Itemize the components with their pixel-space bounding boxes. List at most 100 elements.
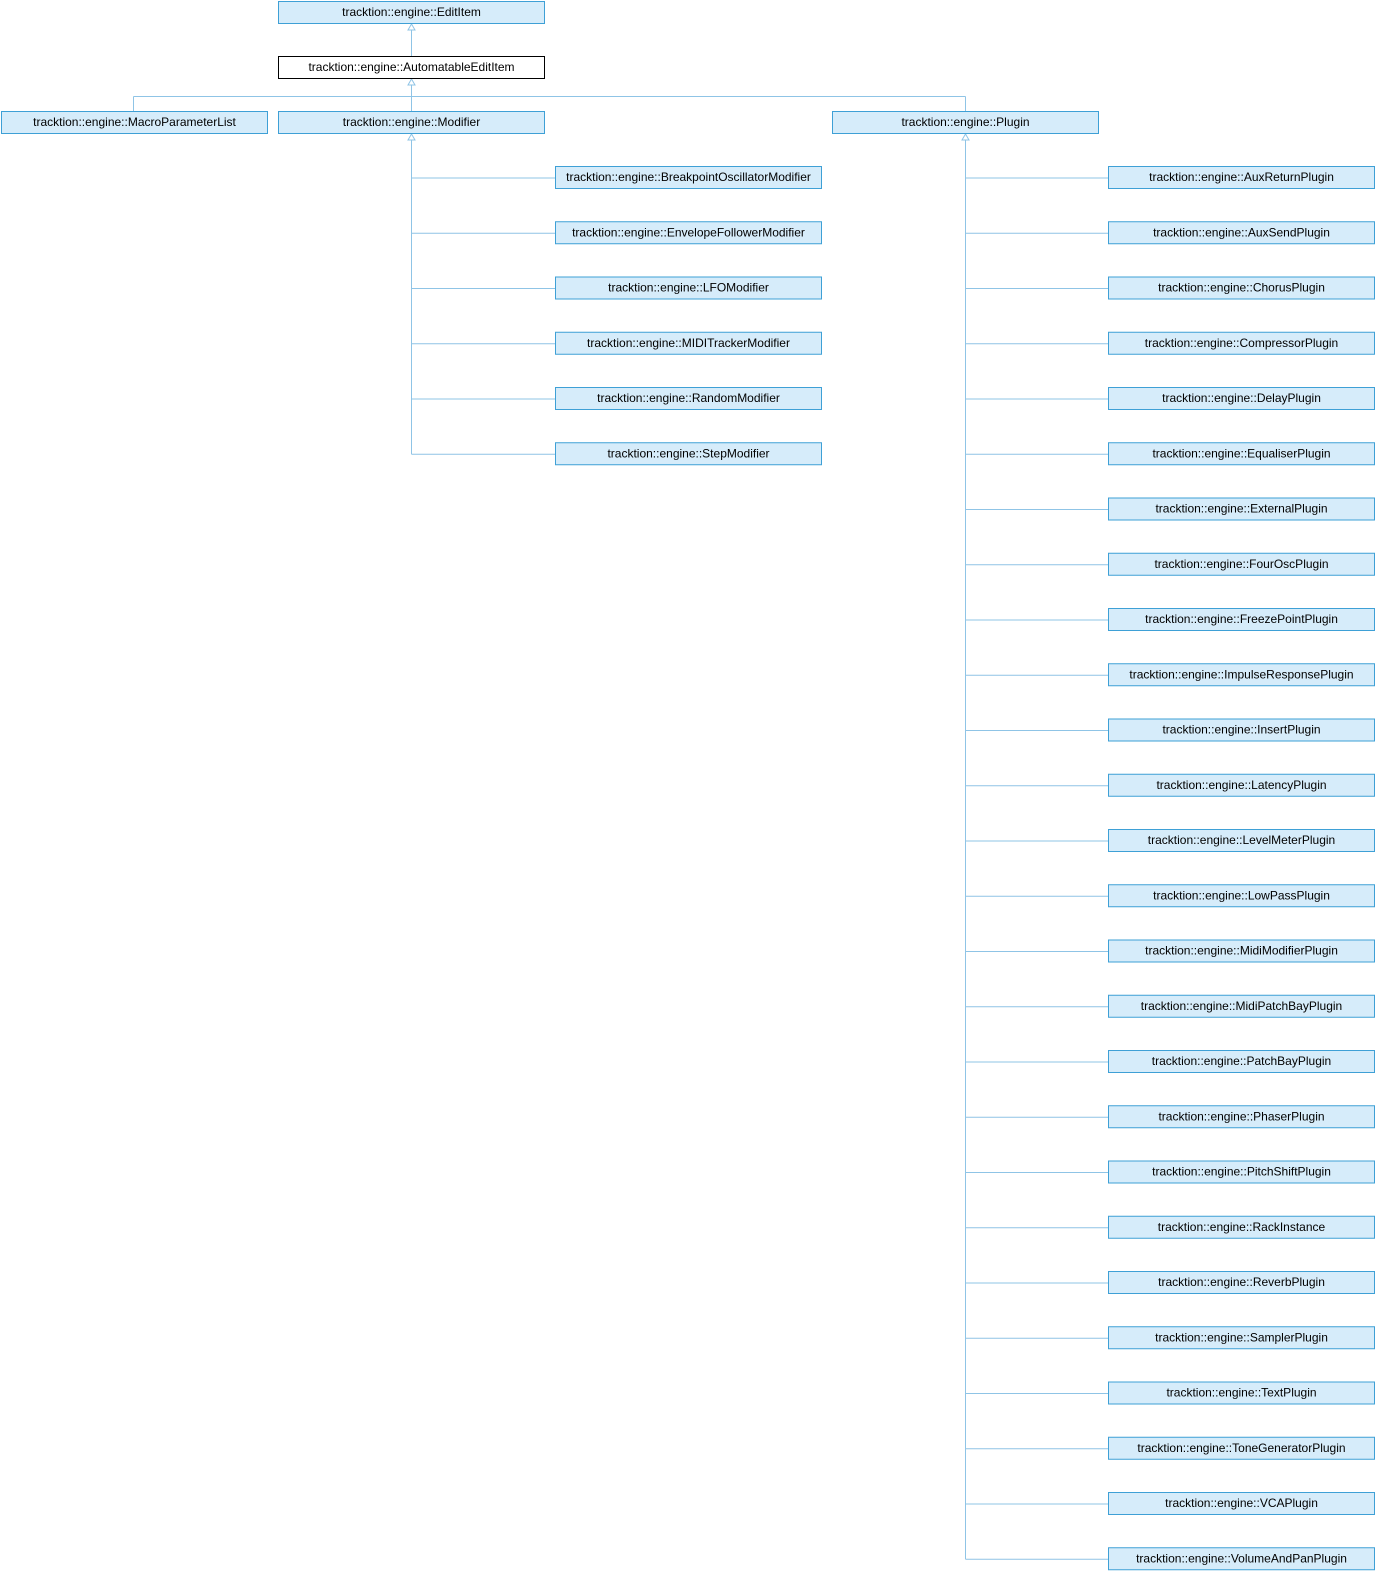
class-node-box xyxy=(1108,1215,1375,1239)
class-node-insert-plugin[interactable]: tracktion::engine::InsertPlugin xyxy=(1108,718,1375,742)
class-node-label: tracktion::engine::Plugin xyxy=(901,115,1029,129)
class-node-macro-parameter-list[interactable]: tracktion::engine::MacroParameterList xyxy=(1,111,268,134)
class-node-label: tracktion::engine::StepModifier xyxy=(607,446,769,460)
class-node-box xyxy=(1108,1436,1375,1460)
class-node-label: tracktion::engine::Modifier xyxy=(343,115,480,129)
class-node-label: tracktion::engine::RackInstance xyxy=(1158,1220,1326,1234)
class-node-box xyxy=(555,331,822,355)
class-node-box xyxy=(1108,166,1375,189)
class-node-breakpoint-oscillator-modifier[interactable]: tracktion::engine::BreakpointOscillatorM… xyxy=(555,166,822,189)
class-node-chorus-plugin[interactable]: tracktion::engine::ChorusPlugin xyxy=(1108,276,1375,300)
class-node-aux-send-plugin[interactable]: tracktion::engine::AuxSendPlugin xyxy=(1108,221,1375,245)
class-node-label: tracktion::engine::EnvelopeFollowerModif… xyxy=(572,225,805,239)
class-node-box xyxy=(1108,1381,1375,1405)
class-node-random-modifier[interactable]: tracktion::engine::RandomModifier xyxy=(555,387,822,410)
class-node-plugin[interactable]: tracktion::engine::Plugin xyxy=(832,111,1099,134)
class-node-box xyxy=(1108,497,1375,521)
class-node-automatable-edit-item: tracktion::engine::AutomatableEditItem xyxy=(278,56,545,79)
class-node-label: tracktion::engine::MidiPatchBayPlugin xyxy=(1141,999,1342,1013)
class-node-pitch-shift-plugin[interactable]: tracktion::engine::PitchShiftPlugin xyxy=(1108,1160,1375,1184)
class-node-box xyxy=(1108,1160,1375,1184)
class-node-box xyxy=(1108,829,1375,852)
class-node-label: tracktion::engine::LatencyPlugin xyxy=(1156,778,1326,792)
class-node-label: tracktion::engine::InsertPlugin xyxy=(1162,723,1320,737)
class-nodes: tracktion::engine::EditItemtracktion::en… xyxy=(1,1,1375,1571)
class-node-volume-and-pan-plugin[interactable]: tracktion::engine::VolumeAndPanPlugin xyxy=(1108,1547,1375,1571)
class-node-midi-tracker-modifier[interactable]: tracktion::engine::MIDITrackerModifier xyxy=(555,331,822,355)
class-node-label: tracktion::engine::LowPassPlugin xyxy=(1153,888,1330,902)
class-node-midi-patch-bay-plugin[interactable]: tracktion::engine::MidiPatchBayPlugin xyxy=(1108,994,1375,1018)
class-node-label: tracktion::engine::VolumeAndPanPlugin xyxy=(1136,1551,1347,1565)
class-node-label: tracktion::engine::ChorusPlugin xyxy=(1158,281,1325,295)
class-node-label: tracktion::engine::FourOscPlugin xyxy=(1154,557,1328,571)
class-node-compressor-plugin[interactable]: tracktion::engine::CompressorPlugin xyxy=(1108,331,1375,355)
class-node-box xyxy=(555,276,822,300)
class-node-label: tracktion::engine::EditItem xyxy=(342,5,481,19)
class-node-sampler-plugin[interactable]: tracktion::engine::SamplerPlugin xyxy=(1108,1326,1375,1350)
class-node-patch-bay-plugin[interactable]: tracktion::engine::PatchBayPlugin xyxy=(1108,1050,1375,1073)
class-node-box xyxy=(1108,1271,1375,1294)
class-node-delay-plugin[interactable]: tracktion::engine::DelayPlugin xyxy=(1108,387,1375,410)
class-node-rack-instance[interactable]: tracktion::engine::RackInstance xyxy=(1108,1215,1375,1239)
class-node-four-osc-plugin[interactable]: tracktion::engine::FourOscPlugin xyxy=(1108,552,1375,576)
inheritance-arrowhead xyxy=(407,23,416,31)
class-node-box xyxy=(1108,884,1375,908)
class-node-label: tracktion::engine::ReverbPlugin xyxy=(1158,1275,1325,1289)
class-node-label: tracktion::engine::TextPlugin xyxy=(1166,1386,1316,1400)
class-node-low-pass-plugin[interactable]: tracktion::engine::LowPassPlugin xyxy=(1108,884,1375,908)
class-node-box xyxy=(1108,1326,1375,1350)
class-node-box xyxy=(1108,994,1375,1018)
class-node-external-plugin[interactable]: tracktion::engine::ExternalPlugin xyxy=(1108,497,1375,521)
class-node-label: tracktion::engine::MidiModifierPlugin xyxy=(1145,944,1338,958)
class-node-step-modifier[interactable]: tracktion::engine::StepModifier xyxy=(555,442,822,466)
class-node-envelope-follower-modifier[interactable]: tracktion::engine::EnvelopeFollowerModif… xyxy=(555,221,822,245)
inheritance-arrowhead xyxy=(407,78,416,86)
class-node-label: tracktion::engine::PhaserPlugin xyxy=(1158,1109,1324,1123)
class-node-freeze-point-plugin[interactable]: tracktion::engine::FreezePointPlugin xyxy=(1108,608,1375,631)
class-node-box xyxy=(1108,387,1375,410)
class-node-box xyxy=(832,111,1099,134)
class-node-tone-generator-plugin[interactable]: tracktion::engine::ToneGeneratorPlugin xyxy=(1108,1436,1375,1460)
class-node-box xyxy=(555,442,822,466)
class-node-level-meter-plugin[interactable]: tracktion::engine::LevelMeterPlugin xyxy=(1108,829,1375,852)
class-node-reverb-plugin[interactable]: tracktion::engine::ReverbPlugin xyxy=(1108,1271,1375,1294)
class-node-label: tracktion::engine::PatchBayPlugin xyxy=(1152,1054,1331,1068)
class-node-phaser-plugin[interactable]: tracktion::engine::PhaserPlugin xyxy=(1108,1105,1375,1129)
class-node-box xyxy=(1108,1547,1375,1571)
class-node-edit-item[interactable]: tracktion::engine::EditItem xyxy=(278,1,545,24)
class-node-box xyxy=(1108,773,1375,797)
class-node-aux-return-plugin[interactable]: tracktion::engine::AuxReturnPlugin xyxy=(1108,166,1375,189)
class-node-box xyxy=(555,387,822,410)
class-node-box xyxy=(1108,1492,1375,1515)
class-node-label: tracktion::engine::AutomatableEditItem xyxy=(308,60,514,74)
class-node-latency-plugin[interactable]: tracktion::engine::LatencyPlugin xyxy=(1108,773,1375,797)
class-node-box xyxy=(1108,442,1375,466)
class-node-label: tracktion::engine::RandomModifier xyxy=(597,391,780,405)
inheritance-arrowhead xyxy=(407,133,416,141)
class-node-box xyxy=(1108,939,1375,963)
class-node-vca-plugin[interactable]: tracktion::engine::VCAPlugin xyxy=(1108,1492,1375,1515)
class-node-box xyxy=(555,166,822,189)
class-node-modifier[interactable]: tracktion::engine::Modifier xyxy=(278,111,545,134)
class-node-box xyxy=(1108,1050,1375,1073)
class-node-box xyxy=(1108,1105,1375,1129)
class-node-label: tracktion::engine::VCAPlugin xyxy=(1165,1496,1318,1510)
class-node-lfo-modifier[interactable]: tracktion::engine::LFOModifier xyxy=(555,276,822,300)
class-node-label: tracktion::engine::MIDITrackerModifier xyxy=(587,336,790,350)
class-node-box xyxy=(1108,552,1375,576)
class-node-label: tracktion::engine::FreezePointPlugin xyxy=(1145,612,1338,626)
class-node-label: tracktion::engine::DelayPlugin xyxy=(1162,391,1321,405)
class-node-impulse-response-plugin[interactable]: tracktion::engine::ImpulseResponsePlugin xyxy=(1108,663,1375,687)
class-node-box xyxy=(1108,276,1375,300)
class-node-label: tracktion::engine::CompressorPlugin xyxy=(1145,336,1338,350)
class-node-label: tracktion::engine::MacroParameterList xyxy=(33,115,236,129)
class-node-label: tracktion::engine::LFOModifier xyxy=(608,281,769,295)
class-node-label: tracktion::engine::ExternalPlugin xyxy=(1155,502,1327,516)
class-node-label: tracktion::engine::LevelMeterPlugin xyxy=(1148,833,1335,847)
class-node-box xyxy=(1,111,268,134)
class-node-label: tracktion::engine::AuxSendPlugin xyxy=(1153,225,1330,239)
class-node-text-plugin[interactable]: tracktion::engine::TextPlugin xyxy=(1108,1381,1375,1405)
class-node-midi-modifier-plugin[interactable]: tracktion::engine::MidiModifierPlugin xyxy=(1108,939,1375,963)
class-node-equaliser-plugin[interactable]: tracktion::engine::EqualiserPlugin xyxy=(1108,442,1375,466)
